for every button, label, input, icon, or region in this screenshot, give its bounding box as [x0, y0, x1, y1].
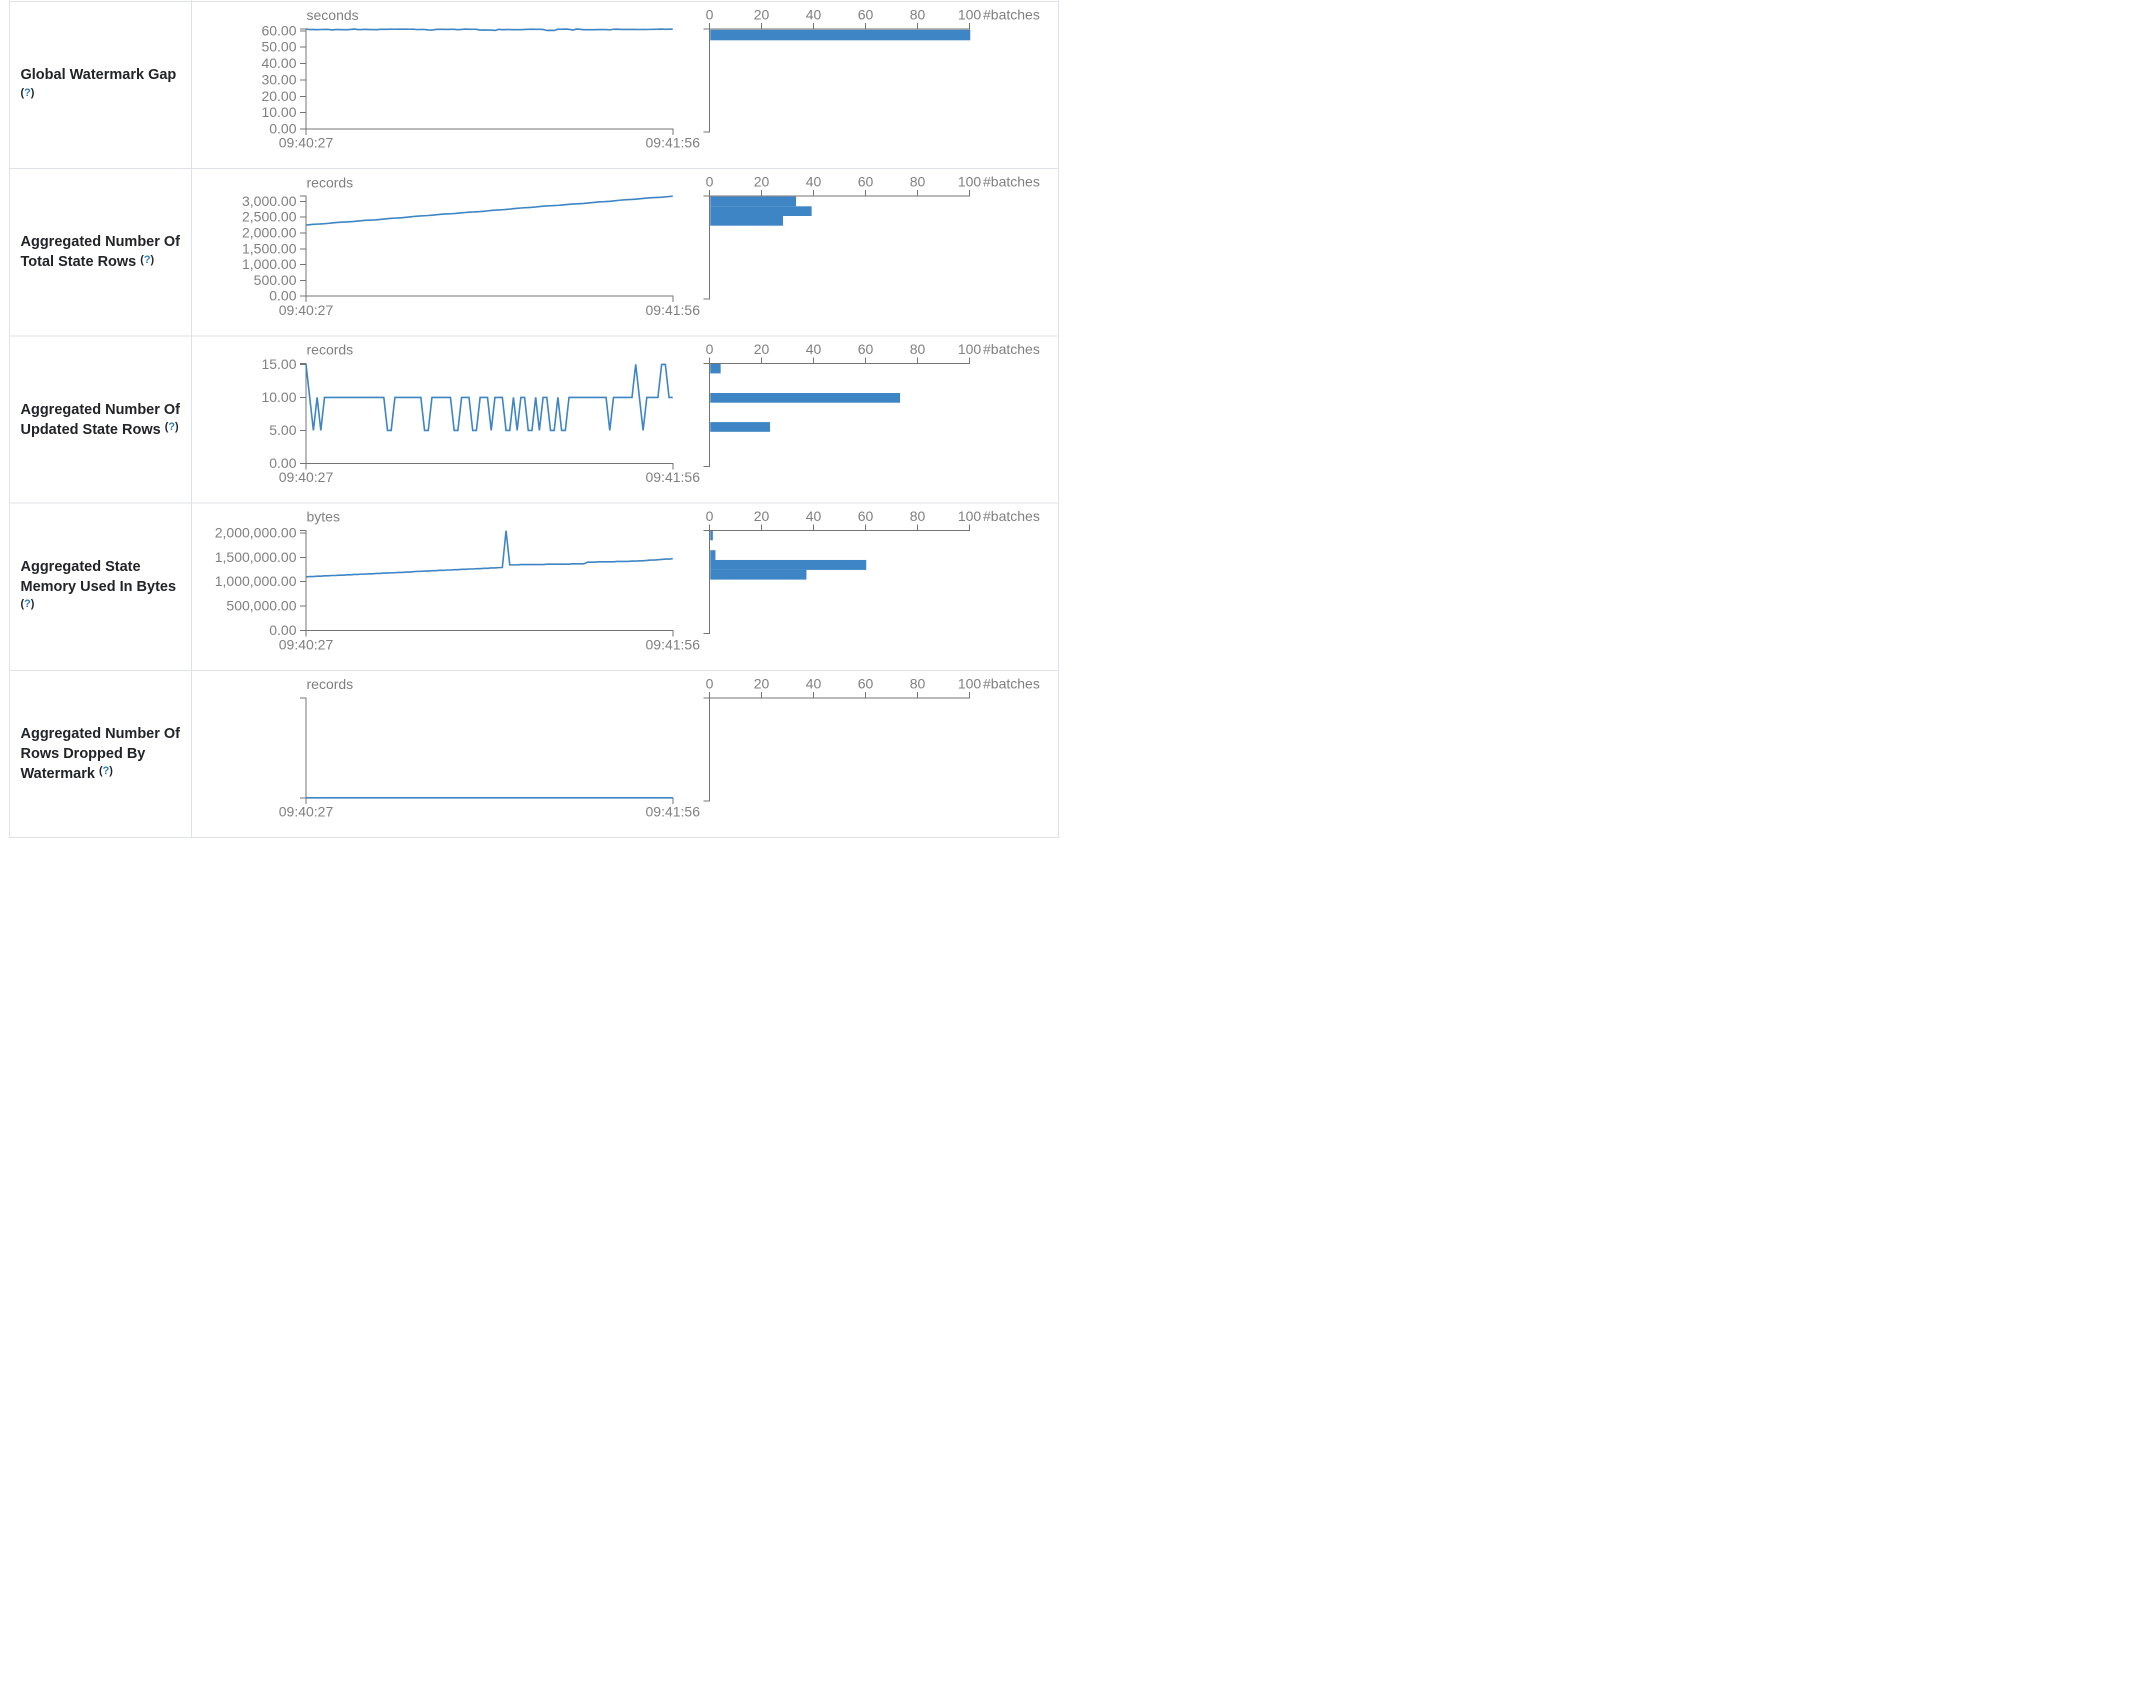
- svg-text:09:40:27: 09:40:27: [279, 135, 334, 151]
- svg-text:#batches: #batches: [983, 341, 1040, 357]
- svg-text:40: 40: [806, 341, 822, 357]
- svg-text:5.00: 5.00: [269, 422, 296, 438]
- svg-text:20: 20: [754, 7, 770, 23]
- svg-text:30.00: 30.00: [261, 71, 296, 87]
- svg-text:0.00: 0.00: [269, 455, 296, 471]
- svg-text:100: 100: [958, 7, 982, 23]
- svg-text:#batches: #batches: [983, 508, 1040, 524]
- svg-text:0: 0: [706, 341, 714, 357]
- svg-text:0.00: 0.00: [269, 121, 296, 137]
- svg-text:40: 40: [806, 508, 822, 524]
- svg-text:0: 0: [706, 508, 714, 524]
- svg-text:records: records: [307, 342, 354, 358]
- svg-text:2,500.00: 2,500.00: [242, 209, 297, 225]
- svg-text:#batches: #batches: [983, 675, 1040, 691]
- svg-text:0: 0: [706, 174, 714, 190]
- svg-text:#batches: #batches: [983, 7, 1040, 23]
- svg-text:60: 60: [858, 341, 874, 357]
- svg-text:seconds: seconds: [307, 7, 359, 23]
- svg-text:80: 80: [910, 7, 926, 23]
- svg-text:20: 20: [754, 675, 770, 691]
- svg-text:40: 40: [806, 7, 822, 23]
- svg-text:09:41:56: 09:41:56: [646, 302, 701, 318]
- svg-text:20: 20: [754, 508, 770, 524]
- svg-text:records: records: [307, 676, 354, 692]
- svg-text:bytes: bytes: [307, 509, 340, 525]
- svg-text:80: 80: [910, 341, 926, 357]
- svg-text:20: 20: [754, 341, 770, 357]
- svg-text:20.00: 20.00: [261, 88, 296, 104]
- svg-text:50.00: 50.00: [261, 39, 296, 55]
- svg-text:100: 100: [958, 675, 982, 691]
- svg-text:1,000,000.00: 1,000,000.00: [215, 573, 297, 589]
- svg-text:60: 60: [858, 508, 874, 524]
- svg-text:2,000.00: 2,000.00: [242, 225, 297, 241]
- svg-text:40: 40: [806, 174, 822, 190]
- svg-text:80: 80: [910, 174, 926, 190]
- svg-text:2,000,000.00: 2,000,000.00: [215, 524, 297, 540]
- svg-text:09:40:27: 09:40:27: [279, 302, 334, 318]
- svg-text:100: 100: [958, 508, 982, 524]
- svg-text:#batches: #batches: [983, 174, 1040, 190]
- svg-text:1,500.00: 1,500.00: [242, 240, 297, 256]
- svg-text:500.00: 500.00: [254, 272, 297, 288]
- svg-text:1,500,000.00: 1,500,000.00: [215, 549, 297, 565]
- svg-text:80: 80: [910, 675, 926, 691]
- svg-text:15.00: 15.00: [261, 356, 296, 372]
- svg-text:20: 20: [754, 174, 770, 190]
- svg-text:0.00: 0.00: [269, 288, 296, 304]
- svg-text:100: 100: [958, 341, 982, 357]
- svg-text:09:41:56: 09:41:56: [646, 804, 701, 820]
- svg-text:60: 60: [858, 174, 874, 190]
- svg-text:09:41:56: 09:41:56: [646, 135, 701, 151]
- svg-text:100: 100: [958, 174, 982, 190]
- svg-text:10.00: 10.00: [261, 389, 296, 405]
- svg-text:09:41:56: 09:41:56: [646, 469, 701, 485]
- svg-text:10.00: 10.00: [261, 104, 296, 120]
- svg-text:0: 0: [706, 7, 714, 23]
- svg-text:60: 60: [858, 675, 874, 691]
- svg-text:500,000.00: 500,000.00: [226, 598, 296, 614]
- svg-text:09:40:27: 09:40:27: [279, 469, 334, 485]
- svg-text:40: 40: [806, 675, 822, 691]
- svg-text:60: 60: [858, 7, 874, 23]
- svg-text:09:40:27: 09:40:27: [279, 804, 334, 820]
- svg-text:records: records: [307, 174, 354, 190]
- svg-text:0: 0: [706, 675, 714, 691]
- svg-text:3,000.00: 3,000.00: [242, 193, 297, 209]
- svg-text:60.00: 60.00: [261, 22, 296, 38]
- svg-text:40.00: 40.00: [261, 55, 296, 71]
- svg-text:1,000.00: 1,000.00: [242, 256, 297, 272]
- svg-text:0.00: 0.00: [269, 622, 296, 638]
- svg-text:09:40:27: 09:40:27: [279, 636, 334, 652]
- svg-text:80: 80: [910, 508, 926, 524]
- svg-text:09:41:56: 09:41:56: [646, 636, 701, 652]
